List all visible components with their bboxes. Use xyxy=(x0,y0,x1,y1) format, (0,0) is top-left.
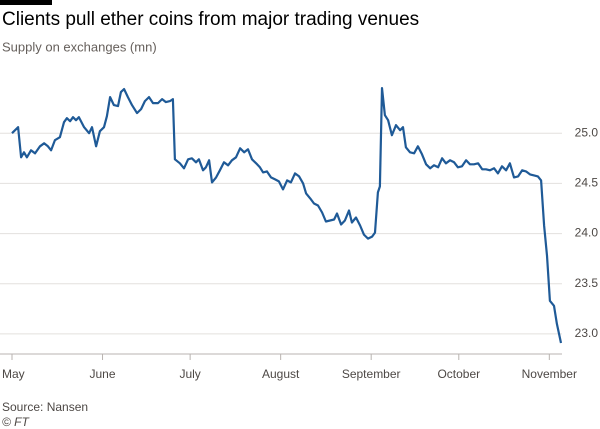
y-tick-label: 24.5 xyxy=(575,176,599,190)
source: Source: Nansen xyxy=(2,400,88,414)
x-tick-label: August xyxy=(262,367,300,381)
y-tick-label: 23.5 xyxy=(575,276,599,290)
x-tick-label: October xyxy=(437,367,480,381)
chart-subtitle: Supply on exchanges (mn) xyxy=(2,39,157,54)
x-tick-label: June xyxy=(90,367,116,381)
chart-title: Clients pull ether coins from major trad… xyxy=(2,9,419,30)
x-tick-label: July xyxy=(179,367,200,381)
x-tick-label: September xyxy=(342,367,401,381)
x-tick-label: May xyxy=(2,367,25,381)
data-line xyxy=(11,87,563,344)
x-tick-label: November xyxy=(522,367,577,381)
brand-bar xyxy=(0,0,52,5)
credit: © FT xyxy=(2,415,31,429)
y-tick-label: 23.0 xyxy=(575,326,599,340)
y-tick-label: 24.0 xyxy=(575,226,599,240)
y-tick-label: 25.0 xyxy=(575,125,599,139)
